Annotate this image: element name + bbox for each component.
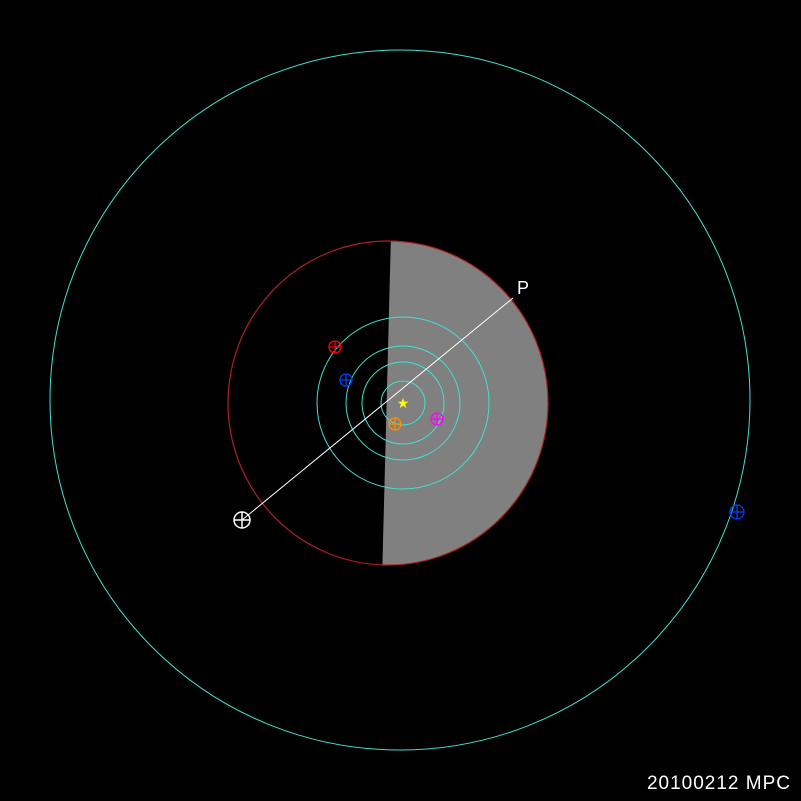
orbit-diagram: ★ [0, 0, 801, 801]
footer-credit: MPC [746, 773, 791, 794]
body-venus [431, 413, 443, 425]
body-earth [340, 374, 352, 386]
perihelion-label: P [517, 278, 529, 299]
sun-icon: ★ [397, 395, 410, 411]
footer-date: 20100212 [647, 773, 740, 794]
body-jupiter [730, 505, 744, 519]
body-mars [329, 341, 341, 353]
body-asteroid [234, 512, 250, 528]
body-mercury [389, 418, 401, 430]
footer-caption: 20100212 MPC [647, 773, 791, 795]
